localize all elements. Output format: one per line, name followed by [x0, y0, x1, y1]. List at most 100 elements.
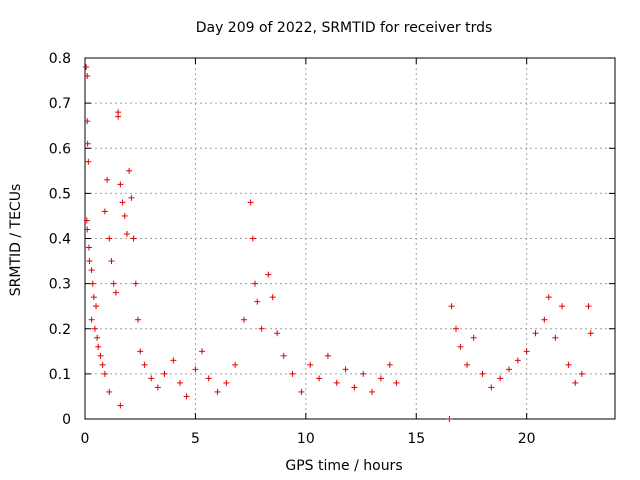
data-point	[84, 118, 91, 125]
data-point	[117, 181, 124, 188]
data-point	[446, 416, 453, 422]
data-point	[369, 388, 376, 395]
y-tick-label: 0.2	[49, 322, 71, 338]
data-point	[170, 357, 177, 364]
data-point	[269, 294, 276, 301]
y-tick-label: 0.7	[49, 96, 71, 112]
data-point	[545, 294, 552, 301]
data-point	[101, 370, 108, 377]
data-point	[106, 388, 113, 395]
data-point	[497, 375, 504, 382]
x-axis-label: GPS time / hours	[285, 458, 402, 474]
data-point	[307, 361, 314, 368]
data-points	[83, 64, 594, 422]
data-point	[148, 375, 155, 382]
x-tick-label: 20	[518, 431, 536, 447]
x-tick-label: 15	[407, 431, 425, 447]
y-axis-label: SRMTID / TECUs	[8, 184, 24, 297]
x-tick-label: 0	[81, 431, 90, 447]
data-point	[192, 366, 199, 373]
data-point	[130, 235, 137, 242]
y-tick-label: 0.6	[49, 141, 71, 157]
data-point	[265, 271, 272, 278]
data-point	[247, 199, 254, 206]
data-point	[135, 316, 141, 323]
data-point	[324, 352, 331, 359]
data-point	[101, 208, 108, 215]
data-point	[514, 357, 521, 364]
data-point	[578, 370, 585, 377]
data-point	[123, 230, 130, 237]
data-point	[97, 352, 104, 359]
data-point	[360, 370, 367, 377]
data-point	[121, 212, 128, 219]
data-point	[84, 73, 91, 80]
data-point	[112, 289, 119, 296]
data-point	[342, 366, 349, 373]
data-point	[106, 235, 113, 242]
data-point	[453, 325, 459, 332]
ticks-layer: 0 5 10 15 20 0 0.1 0.2 0.3 0.4 0.5 0.6 0.7 0.8	[49, 51, 615, 447]
data-point	[99, 361, 106, 368]
data-point	[316, 375, 323, 382]
data-point	[88, 267, 95, 274]
data-point	[470, 334, 477, 341]
data-point	[90, 294, 97, 301]
data-point	[85, 158, 92, 165]
y-tick-label: 0.1	[49, 367, 71, 383]
data-point	[161, 370, 168, 377]
data-point	[249, 235, 256, 242]
data-point	[108, 258, 115, 265]
data-point	[94, 334, 101, 341]
data-point	[141, 361, 148, 368]
data-point	[241, 316, 247, 323]
data-point	[258, 325, 265, 332]
data-point	[448, 303, 455, 310]
data-point	[351, 384, 358, 391]
data-point	[119, 199, 126, 206]
data-point	[84, 140, 91, 147]
data-point	[199, 348, 206, 355]
data-point	[176, 379, 183, 386]
data-point	[393, 379, 400, 386]
data-point	[464, 361, 471, 368]
data-point	[532, 330, 539, 337]
data-point	[254, 298, 261, 305]
data-point	[183, 393, 190, 400]
data-point	[572, 379, 579, 386]
data-point	[587, 330, 594, 337]
x-tick-label: 5	[191, 431, 200, 447]
data-point	[223, 379, 230, 386]
data-point	[457, 343, 464, 350]
data-point	[132, 280, 139, 287]
data-point	[280, 352, 287, 359]
data-point	[128, 194, 135, 201]
data-point	[126, 167, 133, 174]
data-point	[274, 330, 281, 337]
data-point	[83, 64, 90, 71]
data-point	[154, 384, 161, 391]
x-tick-label: 10	[297, 431, 315, 447]
data-point	[585, 303, 592, 310]
data-point	[85, 244, 92, 251]
data-point	[559, 303, 565, 310]
data-point	[377, 375, 384, 382]
data-point	[552, 334, 559, 341]
data-point	[565, 361, 572, 368]
y-tick-label: 0.5	[49, 186, 71, 202]
data-point	[117, 402, 124, 409]
data-point	[488, 384, 495, 391]
data-point	[115, 113, 122, 120]
data-point	[506, 366, 512, 373]
y-tick-label: 0	[62, 412, 71, 428]
y-tick-label: 0.8	[49, 51, 71, 67]
data-point	[137, 348, 144, 355]
data-point	[232, 361, 239, 368]
data-point	[541, 316, 548, 323]
grid-layer	[85, 58, 615, 419]
data-point	[89, 280, 96, 287]
data-point	[386, 361, 393, 368]
data-point	[214, 388, 221, 395]
y-tick-label: 0.4	[49, 232, 71, 248]
